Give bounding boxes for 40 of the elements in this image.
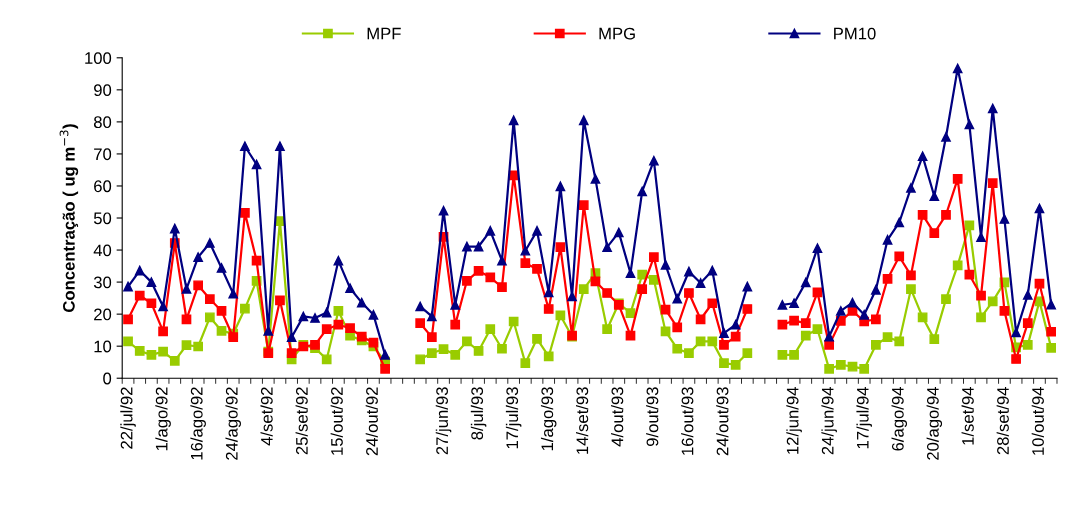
- x-tick-label: 12/jun/94: [786, 387, 802, 454]
- y-tick-label: 50: [93, 212, 112, 225]
- x-tick-label: 15/out/92: [330, 387, 343, 455]
- y-tick-label: 60: [94, 180, 112, 193]
- x-tick-label: 1/ago/92: [155, 387, 171, 451]
- y-tick-label: 20: [94, 308, 112, 321]
- x-tick-label: 8/jul/93: [470, 387, 487, 440]
- x-tick-label: 24/out/93: [716, 387, 729, 456]
- y-tick-label: 70: [94, 148, 112, 161]
- y-axis-title: Concentração ( ug m$^{−3}$): [59, 124, 79, 312]
- x-tick-label: 14/set/93: [575, 387, 589, 454]
- x-tick-label: 9/out/93: [646, 387, 659, 447]
- legend-label: PM10: [834, 27, 876, 40]
- y-tick-label: 80: [93, 116, 112, 129]
- x-tick-label: 25/set/92: [295, 387, 308, 455]
- x-tick-label: 6/ago/94: [891, 387, 908, 451]
- x-tick-label: 24/ago/92: [225, 387, 241, 460]
- x-tick-label: 17/jul/93: [505, 387, 522, 449]
- x-tick-label: 24/jun/94: [821, 387, 837, 455]
- y-tick-label: 90: [94, 84, 112, 97]
- legend-label: MPF: [367, 27, 401, 40]
- y-tick-label: 10: [94, 340, 112, 353]
- x-tick-label: 17/jul/94: [856, 387, 872, 449]
- y-tick-label: 0: [103, 372, 112, 385]
- x-tick-label: 24/out/92: [365, 387, 378, 456]
- x-tick-label: 28/set/94: [996, 387, 1009, 455]
- x-tick-label: 16/out/93: [681, 387, 694, 455]
- x-tick-label: 16/ago/92: [190, 387, 206, 460]
- x-tick-label: 1/set/94: [961, 387, 974, 445]
- x-tick-label: 22/jul/92: [120, 387, 136, 449]
- x-tick-label: 27/jun/93: [435, 387, 452, 455]
- x-tick-label: 20/ago/94: [926, 387, 943, 460]
- x-tick-label: 4/out/93: [611, 387, 624, 447]
- legend-label: MPG: [599, 27, 635, 40]
- y-tick-label: 40: [93, 244, 112, 257]
- y-tick-label: 30: [93, 276, 112, 289]
- x-tick-label: 10/out/94: [1031, 387, 1044, 455]
- y-tick-label: 100: [85, 52, 112, 64]
- x-tick-label: 4/set/92: [260, 387, 273, 446]
- x-tick-label: 1/ago/93: [540, 387, 557, 451]
